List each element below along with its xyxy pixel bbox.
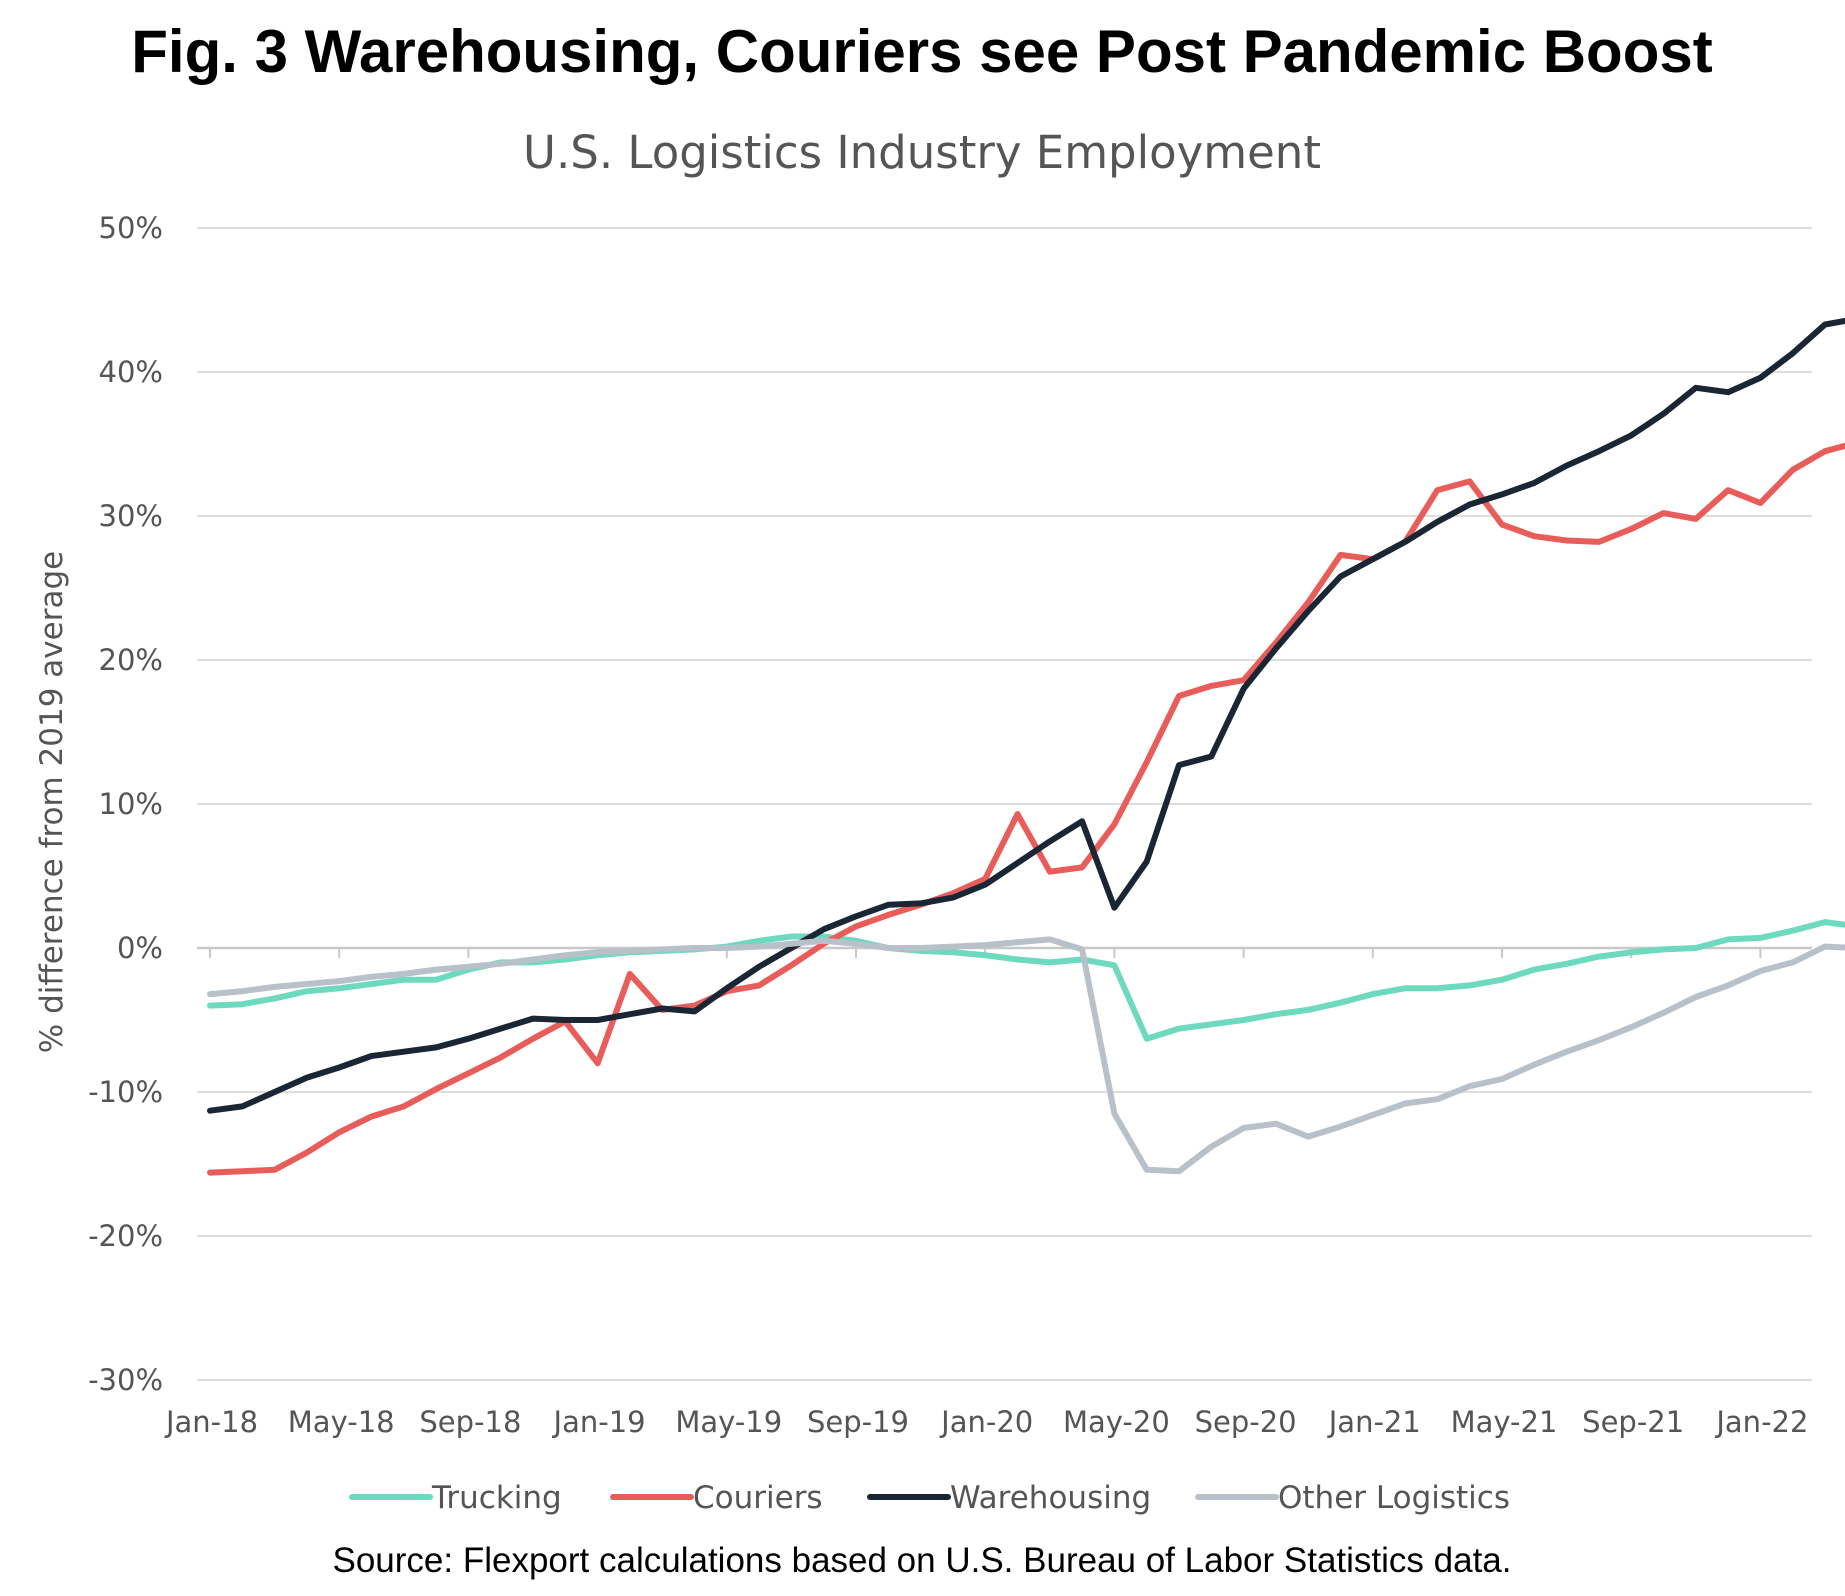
x-tick-label: May-19 <box>675 1405 782 1439</box>
x-tick-label: Sep-20 <box>1195 1405 1297 1439</box>
y-tick-label: 30% <box>99 499 163 533</box>
x-tick-label: Sep-18 <box>419 1405 521 1439</box>
x-tick-label: Jan-21 <box>1327 1405 1421 1439</box>
y-tick-label: 0% <box>117 931 163 965</box>
y-tick-label: -10% <box>88 1075 163 1109</box>
y-axis-ticks: 50% 40% 30% 20% 10% 0% -10% -20% -30% <box>88 211 163 1397</box>
source-note: Source: Flexport calculations based on U… <box>333 1541 1512 1580</box>
y-tick-label: 10% <box>99 787 163 821</box>
x-tick-label: May-20 <box>1063 1405 1170 1439</box>
chart-title: Fig. 3 Warehousing, Couriers see Post Pa… <box>131 18 1712 85</box>
x-tick-label: Sep-19 <box>807 1405 909 1439</box>
legend-label: Couriers <box>693 1480 823 1516</box>
series-line-warehousing <box>207 317 1845 1114</box>
series-line-other-logistics <box>207 936 1845 1175</box>
x-tick-label: May-21 <box>1451 1405 1558 1439</box>
legend: Trucking Couriers Warehousing Other Logisti… <box>349 1480 1510 1516</box>
x-tick-label: Jan-22 <box>1714 1405 1808 1439</box>
x-tick-label: Sep-21 <box>1582 1405 1684 1439</box>
y-tick-label: 40% <box>99 355 163 389</box>
y-axis-label: % difference from 2019 average <box>34 551 70 1053</box>
chart-subtitle: U.S. Logistics Industry Employment <box>523 126 1321 179</box>
series-lines <box>207 317 1845 1176</box>
gridlines <box>197 227 1812 1381</box>
legend-label: Other Logistics <box>1278 1480 1510 1516</box>
series-line-couriers <box>207 442 1845 1176</box>
y-tick-label: -30% <box>88 1363 163 1397</box>
y-tick-label: -20% <box>88 1219 163 1253</box>
legend-label: Warehousing <box>950 1480 1151 1516</box>
x-axis: Jan-18 May-18 Sep-18 Jan-19 May-19 Sep-19 Jan-… <box>164 948 1808 1439</box>
y-tick-label: 50% <box>99 211 163 245</box>
x-tick-label: Jan-19 <box>552 1405 646 1439</box>
legend-label: Trucking <box>431 1480 562 1516</box>
x-tick-label: Jan-20 <box>939 1405 1033 1439</box>
x-tick-label: May-18 <box>288 1405 395 1439</box>
y-tick-label: 20% <box>99 643 163 677</box>
x-tick-label: Jan-18 <box>164 1405 258 1439</box>
